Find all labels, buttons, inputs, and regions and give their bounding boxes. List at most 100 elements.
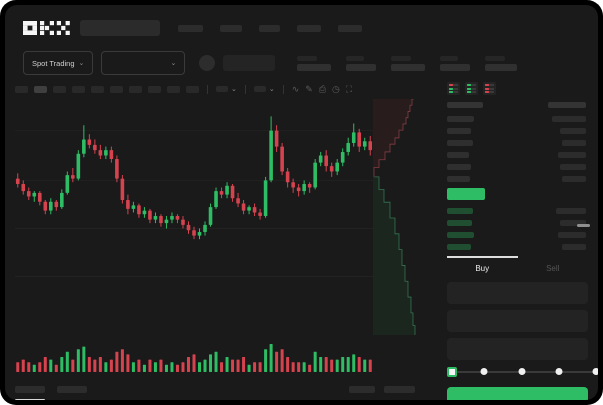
book-icon-colored-cell	[467, 84, 471, 86]
toolbar-divider	[207, 84, 208, 94]
price-placeholder	[447, 232, 474, 238]
ask-row-2[interactable]	[447, 140, 588, 146]
timeframe-button-4[interactable]	[91, 85, 104, 93]
tab-sell[interactable]: Sell	[546, 264, 560, 273]
stat-value-placeholder	[391, 63, 426, 71]
market-type-label: Spot Trading	[32, 58, 75, 68]
nav-item-2[interactable]	[259, 24, 280, 32]
book-view-toggles	[447, 82, 588, 95]
ask-row-3[interactable]	[447, 152, 588, 158]
timeframe-button-0[interactable]	[15, 85, 28, 93]
bottom-tabs-right	[349, 386, 415, 393]
bid-row-1[interactable]	[447, 220, 588, 226]
toolbar-dropdown-1[interactable]: ⌄	[253, 85, 275, 93]
search-input[interactable]	[80, 20, 160, 36]
pair-selector[interactable]: ⌄	[101, 51, 186, 75]
buy-button[interactable]	[447, 387, 588, 400]
book-icon-row	[449, 91, 458, 93]
active-tab-underline	[15, 399, 45, 400]
bid-row-0[interactable]	[447, 208, 588, 214]
book-icon-gray-cell	[489, 91, 494, 93]
tab-buy[interactable]: Buy	[447, 256, 518, 274]
fullscreen-icon[interactable]: ⛶	[345, 83, 353, 94]
timeframe-button-8[interactable]	[167, 85, 180, 93]
timeframe-button-3[interactable]	[72, 85, 85, 93]
slider-stop-4[interactable]	[592, 368, 598, 375]
slider-handle[interactable]	[447, 367, 457, 377]
timeframe-button-1[interactable]	[34, 85, 47, 93]
price-placeholder	[447, 220, 472, 226]
book-icon-colored-cell	[485, 91, 489, 93]
toolbar-dropdown-label-placeholder	[253, 86, 266, 92]
history-icon[interactable]: ◷	[332, 83, 340, 94]
stat-label-placeholder	[297, 55, 318, 61]
slider-stop-3[interactable]	[555, 368, 563, 375]
timeframe-button-6[interactable]	[129, 85, 142, 93]
indicator-icon[interactable]: ∿	[291, 83, 300, 94]
chevron-down-icon: ⌄	[231, 86, 237, 93]
camera-icon[interactable]: ⎙	[318, 83, 327, 94]
bottom-action-0[interactable]	[349, 386, 375, 393]
stat-label-placeholder	[440, 55, 459, 61]
amount-slider[interactable]	[447, 366, 598, 378]
bottom-tabs-left	[15, 386, 87, 400]
chevron-down-icon: ⌄	[268, 86, 275, 93]
draw-icon[interactable]: ✎	[305, 83, 313, 94]
ask-row-4[interactable]	[447, 164, 588, 170]
price-placeholder	[447, 164, 471, 170]
scrollbar-thumb[interactable]	[577, 224, 590, 227]
trade-input-2[interactable]	[447, 338, 588, 360]
stat-label-placeholder	[391, 55, 412, 61]
trade-input-0[interactable]	[447, 282, 588, 304]
candlestick-chart[interactable]	[15, 99, 373, 296]
timeframe-button-7[interactable]	[148, 85, 161, 93]
last-price-badge[interactable]	[447, 188, 485, 200]
ask-row-5[interactable]	[447, 176, 588, 182]
market-sub-bar: Spot Trading ⌄ ⌄	[15, 50, 588, 76]
timeframe-button-9[interactable]	[186, 85, 199, 93]
nav-item-4[interactable]	[338, 24, 362, 32]
slider-stop-2[interactable]	[518, 368, 525, 375]
bottom-action-1[interactable]	[384, 386, 415, 393]
bottom-tab-1[interactable]	[57, 386, 87, 393]
book-icon-colored-cell	[449, 91, 453, 93]
trade-tabs: Buy Sell	[447, 256, 588, 274]
toolbar-dropdown-0[interactable]: ⌄	[216, 85, 237, 93]
nav-item-0[interactable]	[178, 24, 203, 32]
book-icon-row	[467, 84, 476, 86]
timeframe-button-5[interactable]	[110, 85, 123, 93]
top-navigation-bar	[15, 15, 588, 41]
chevron-down-icon: ⌄	[78, 60, 85, 67]
timeframe-button-2[interactable]	[53, 85, 66, 93]
nav-item-1[interactable]	[220, 24, 242, 32]
volume-chart	[16, 344, 372, 372]
bids-list	[447, 208, 588, 250]
book-icon-gray-cell	[453, 87, 458, 90]
okx-logo[interactable]	[23, 20, 70, 36]
market-type-selector[interactable]: Spot Trading ⌄	[23, 51, 94, 75]
slider-stop-1[interactable]	[480, 368, 488, 375]
book-icon-row	[485, 84, 494, 86]
amount-placeholder	[552, 116, 586, 122]
toolbar-dropdown-label-placeholder	[216, 86, 228, 92]
book-icon-colored-cell	[485, 87, 489, 90]
bottom-tab-0[interactable]	[15, 386, 45, 393]
book-buy-view-icon[interactable]	[465, 82, 478, 95]
book-icon-row	[485, 91, 494, 93]
trade-input-1[interactable]	[447, 310, 588, 332]
market-stats	[297, 55, 518, 71]
bid-row-2[interactable]	[447, 232, 588, 238]
book-all-view-icon[interactable]	[447, 82, 460, 95]
book-sell-view-icon[interactable]	[483, 82, 496, 95]
bid-row-3[interactable]	[447, 244, 588, 250]
price-placeholder	[447, 208, 473, 214]
stat-label-placeholder	[485, 55, 506, 61]
ask-row-1[interactable]	[447, 128, 588, 134]
amount-placeholder	[556, 208, 586, 214]
price-placeholder	[447, 176, 470, 182]
nav-item-3[interactable]	[297, 24, 321, 32]
book-icon-colored-cell	[467, 91, 471, 93]
book-icon-colored-cell	[485, 84, 489, 86]
ask-row-0[interactable]	[447, 116, 588, 122]
